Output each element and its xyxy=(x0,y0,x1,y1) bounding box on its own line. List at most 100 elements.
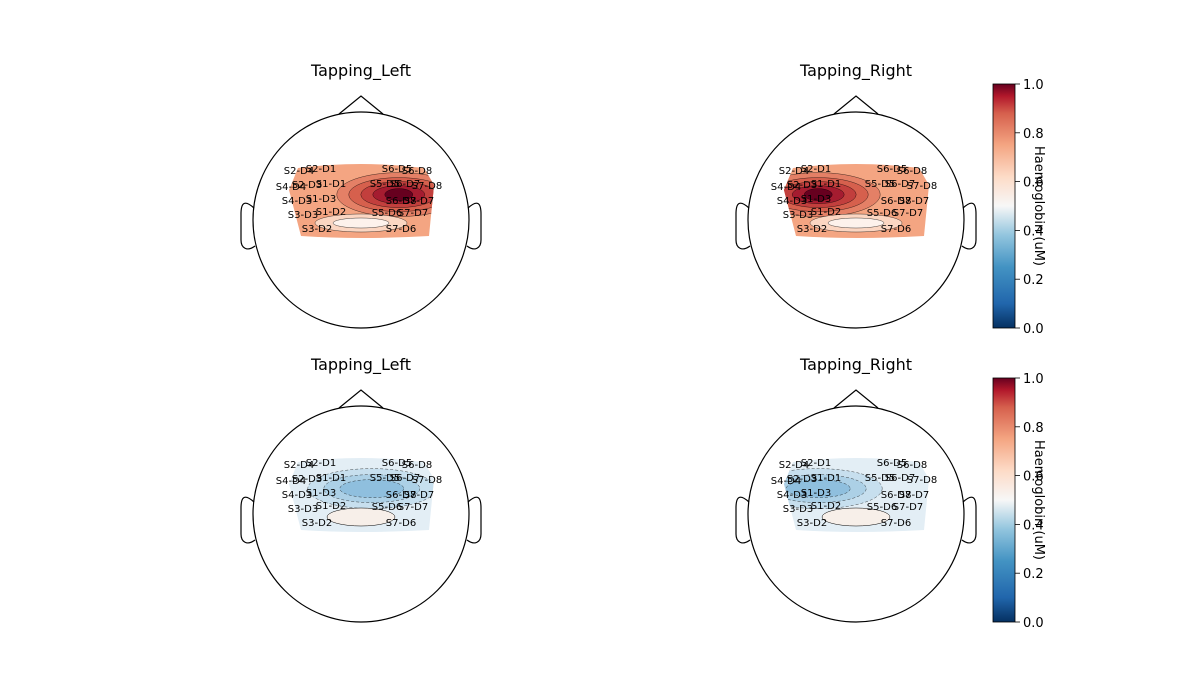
channel-label: S2-D1 xyxy=(306,458,336,469)
channel-label: S4-D3 xyxy=(777,196,807,207)
channel-label: S6-D7 xyxy=(390,179,420,190)
channel-label: S6-D7 xyxy=(885,473,915,484)
nose xyxy=(833,389,879,409)
colorbar-tick-label: 0.6 xyxy=(1023,176,1044,191)
colorbar-tick-label: 0.0 xyxy=(1023,322,1044,337)
channel-label: S4-D4 xyxy=(276,182,306,193)
colorbar-label: Haemoglobin (uM) xyxy=(1031,146,1046,266)
contour-warm xyxy=(326,507,396,527)
channel-label: S7-D7 xyxy=(893,502,923,513)
channel-label: S3-D2 xyxy=(302,224,332,235)
channel-label: S1-D1 xyxy=(811,473,841,484)
colorbar-tick-label: 0.8 xyxy=(1023,421,1044,436)
left-ear xyxy=(735,496,751,544)
channel-label: S7-D6 xyxy=(386,518,416,529)
channel-label: S7-D8 xyxy=(412,181,442,192)
contour-cool xyxy=(332,217,390,229)
nose xyxy=(338,389,384,409)
channel-label: S2-D1 xyxy=(306,164,336,175)
channel-label: S5-D5 xyxy=(370,473,400,484)
channel-label: S7-D6 xyxy=(881,224,911,235)
colorbar-gradient xyxy=(992,83,1016,329)
colorbar: 0.0 0.2 0.4 0.6 0.8 1.0 Haemoglobin (uM) xyxy=(992,372,1046,631)
channel-label: S5-D5 xyxy=(370,179,400,190)
channel-label: S2-D4 xyxy=(779,460,809,471)
colorbar-tick-label: 1.0 xyxy=(1023,372,1044,387)
channel-label: S6-D8 xyxy=(402,460,432,471)
colorbar-tick-label: 0.2 xyxy=(1023,567,1044,582)
head-outline xyxy=(252,111,470,329)
colorbar-gradient xyxy=(992,377,1016,623)
channel-label: S4-D4 xyxy=(771,476,801,487)
contour-cool xyxy=(339,479,405,498)
activation-patch xyxy=(289,458,434,532)
panel-title: Tapping_Left xyxy=(310,61,411,81)
activation-patch xyxy=(289,164,434,238)
left-ear xyxy=(735,202,751,250)
channel-label: S6-D7 xyxy=(386,196,416,207)
contour-warm xyxy=(821,507,891,527)
channel-label: S6-D5 xyxy=(382,164,412,175)
channel-label: S6-D8 xyxy=(402,166,432,177)
channel-label: S5-D6 xyxy=(372,502,402,513)
channel-label: S5-D6 xyxy=(867,502,897,513)
panel-title: Tapping_Left xyxy=(310,355,411,375)
channel-label: S6-D7 xyxy=(386,490,416,501)
channel-label: S7-D8 xyxy=(412,475,442,486)
channel-label: S3-D3 xyxy=(783,504,813,515)
channel-label: S3-D3 xyxy=(783,210,813,221)
channel-label: S7-D7 xyxy=(398,502,428,513)
channel-label: S2-D3 xyxy=(292,180,322,191)
right-ear xyxy=(466,202,482,250)
channel-label: S4-D3 xyxy=(282,196,312,207)
colorbar-tick-label: 0.4 xyxy=(1023,224,1044,239)
channel-label: S1-D3 xyxy=(801,194,831,205)
channel-label: S5-D6 xyxy=(867,208,897,219)
channel-label: S6-D5 xyxy=(877,164,907,175)
colorbar-tick-label: 0.0 xyxy=(1023,616,1044,631)
channel-label: S6-D7 xyxy=(881,490,911,501)
channel-label: S7-D8 xyxy=(907,475,937,486)
channel-label: S2-D3 xyxy=(292,474,322,485)
contour-cool xyxy=(785,479,851,498)
left-ear xyxy=(240,496,256,544)
right-ear xyxy=(961,496,977,544)
channel-label: S1-D2 xyxy=(811,207,841,218)
channel-label: S1-D3 xyxy=(306,194,336,205)
contour-cool xyxy=(827,217,885,229)
channel-label: S1-D1 xyxy=(811,179,841,190)
channel-label: S3-D3 xyxy=(288,210,318,221)
channel-label: S3-D2 xyxy=(797,518,827,529)
channel-label: S7-D7 xyxy=(398,208,428,219)
channel-label: S3-D2 xyxy=(302,518,332,529)
channel-label: S8-D7 xyxy=(899,490,929,501)
colorbar-tick-label: 0.2 xyxy=(1023,273,1044,288)
head-outline xyxy=(252,405,470,623)
contour-hot xyxy=(803,188,833,201)
channel-label: S2-D3 xyxy=(787,474,817,485)
channel-label: S5-D5 xyxy=(865,473,895,484)
right-ear xyxy=(466,496,482,544)
channel-label: S4-D3 xyxy=(777,490,807,501)
panel-title: Tapping_Right xyxy=(799,61,912,81)
channel-label: S1-D3 xyxy=(306,488,336,499)
channel-label: S2-D4 xyxy=(284,166,314,177)
nose xyxy=(833,95,879,115)
channel-label: S6-D7 xyxy=(390,473,420,484)
channel-label: S7-D6 xyxy=(386,224,416,235)
channel-label: S1-D3 xyxy=(801,488,831,499)
head-outline xyxy=(747,405,965,623)
channel-label: S1-D2 xyxy=(316,207,346,218)
channel-label: S8-D7 xyxy=(899,196,929,207)
channel-label: S4-D3 xyxy=(282,490,312,501)
channel-label: S5-D6 xyxy=(372,208,402,219)
right-ear xyxy=(961,202,977,250)
colorbar-tick-label: 0.8 xyxy=(1023,127,1044,142)
channel-label: S3-D3 xyxy=(288,504,318,515)
channel-label: S6-D7 xyxy=(881,196,911,207)
channel-label: S2-D3 xyxy=(787,180,817,191)
